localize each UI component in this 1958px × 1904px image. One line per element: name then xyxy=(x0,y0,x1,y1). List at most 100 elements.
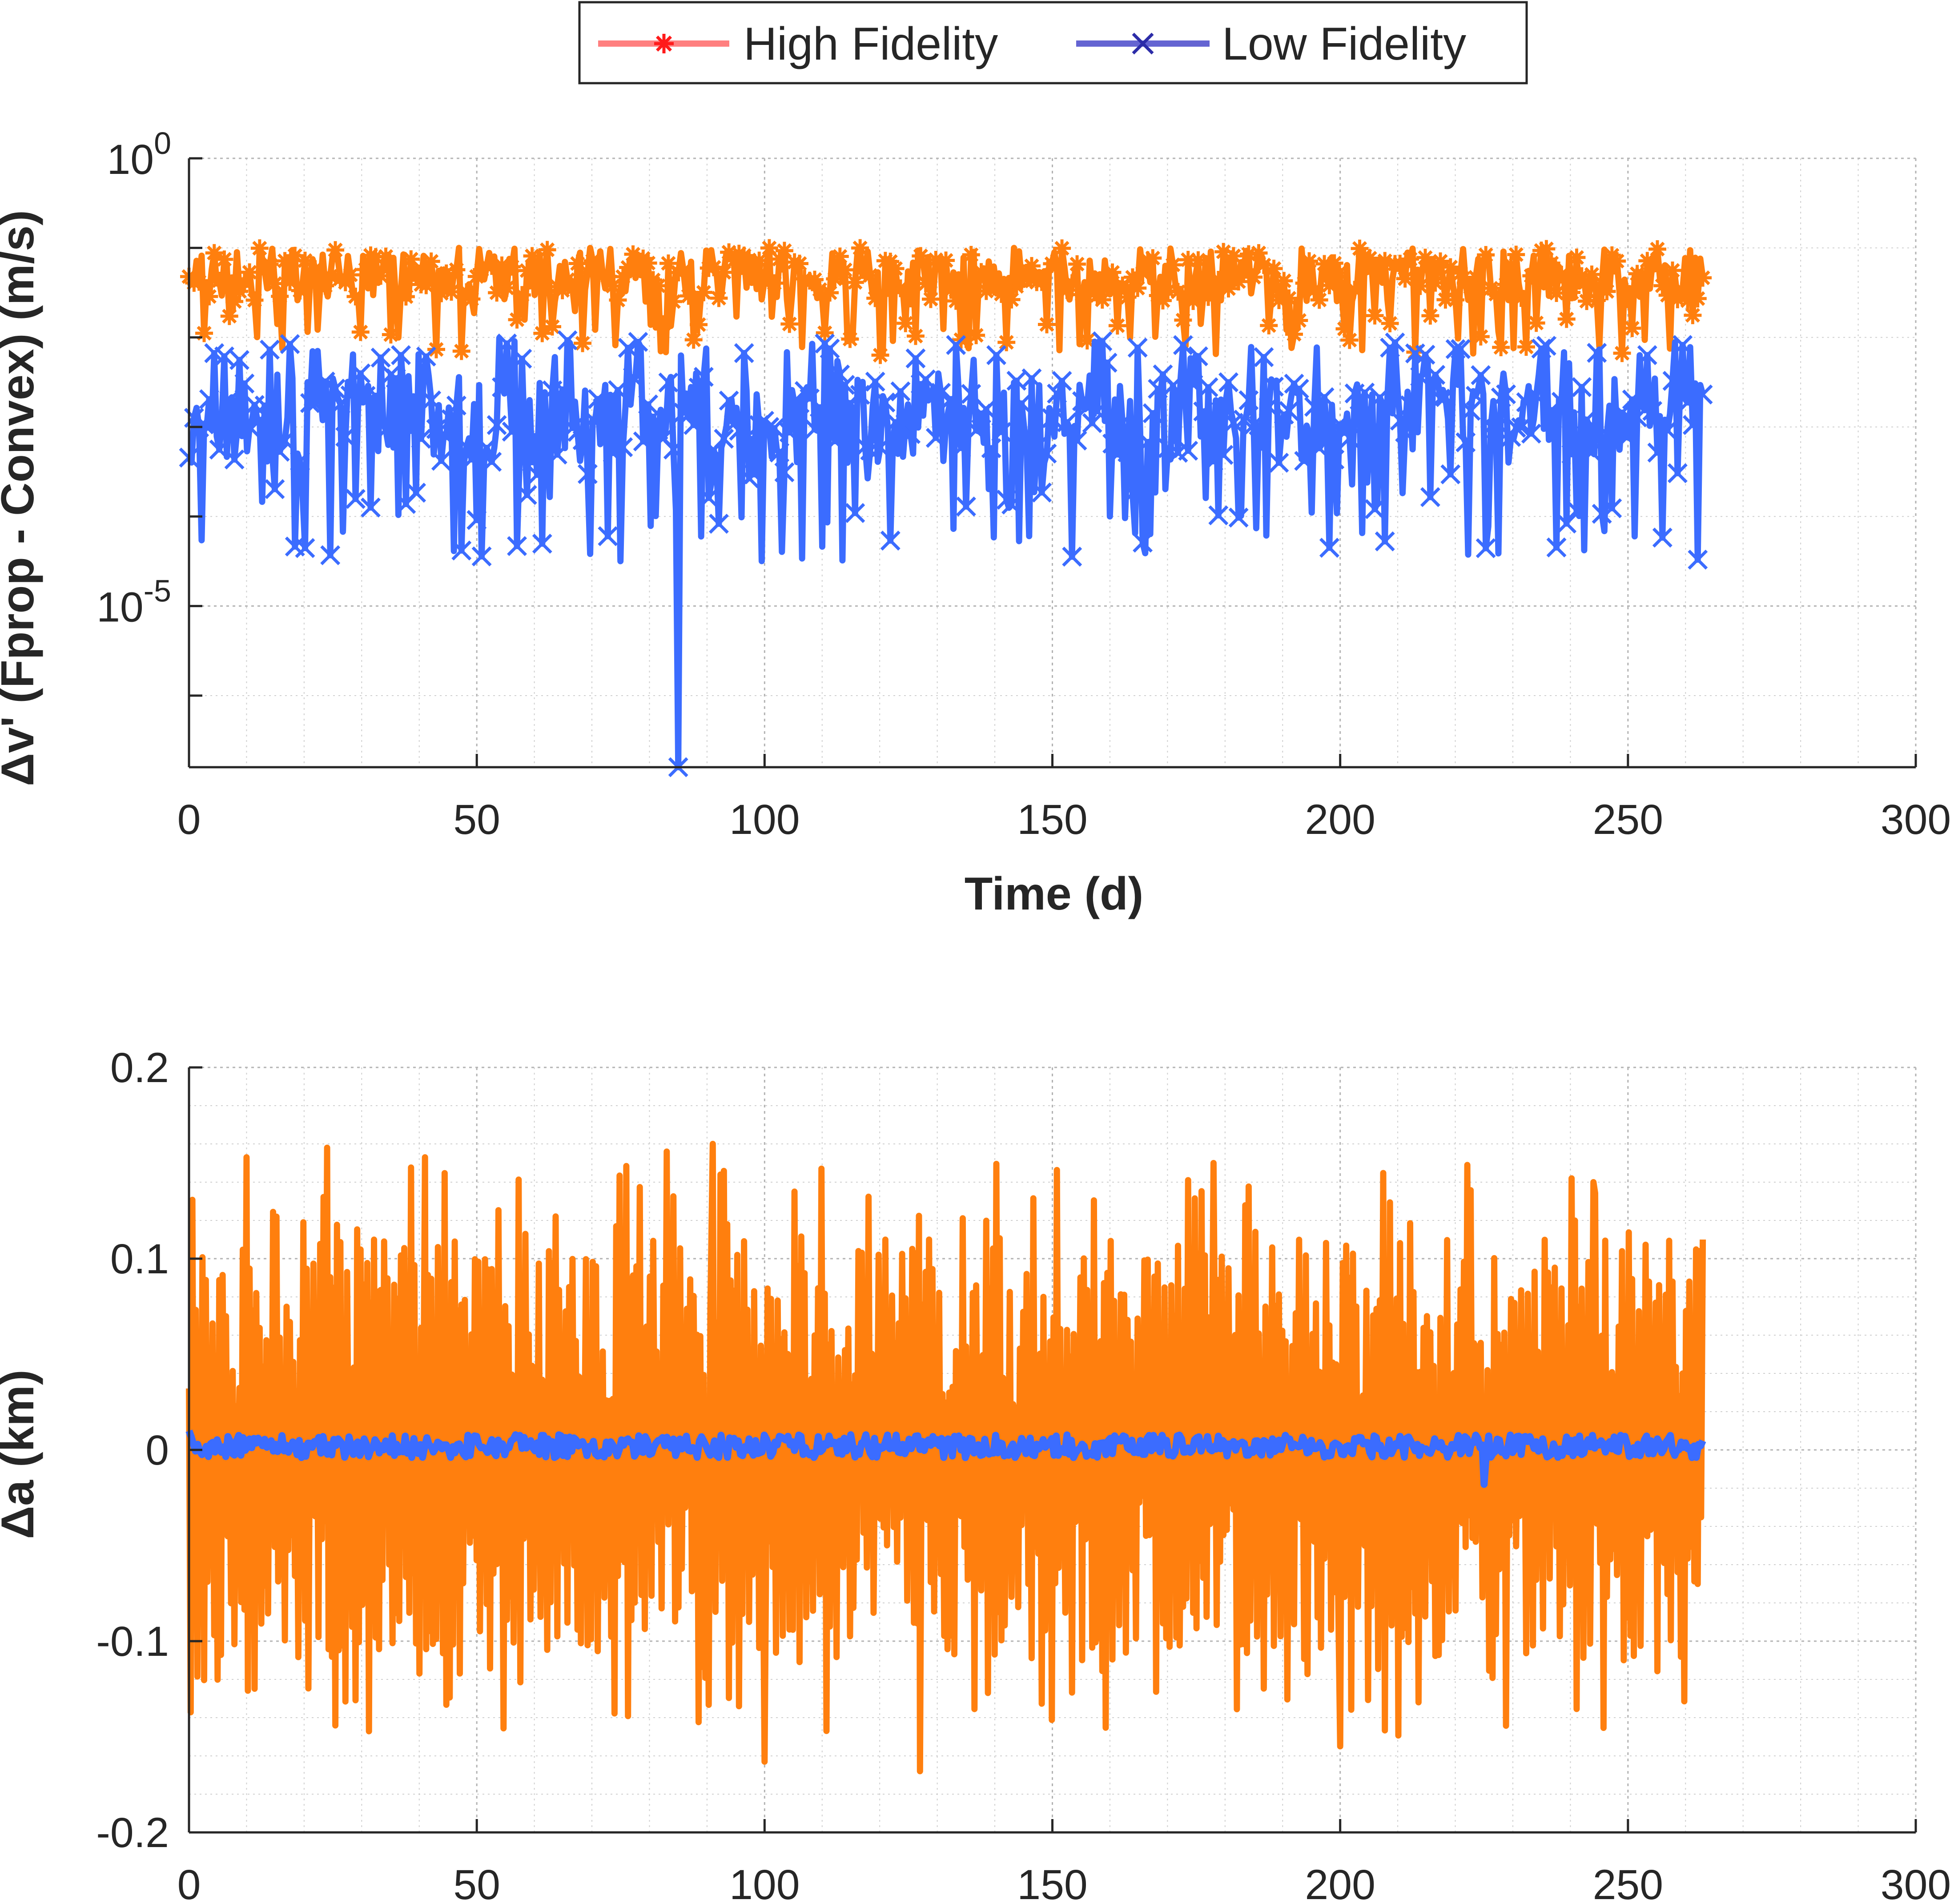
top-low-fidelity-marker xyxy=(1208,505,1229,526)
top-low-fidelity-marker xyxy=(411,429,431,449)
top-low-fidelity-marker xyxy=(370,347,391,368)
top-high-fidelity-marker xyxy=(762,240,777,256)
top-low-fidelity-marker xyxy=(476,438,497,458)
bottom-x-tick-label: 0 xyxy=(177,1861,201,1904)
top-high-fidelity-marker xyxy=(1594,276,1609,291)
top-high-fidelity-marker xyxy=(1549,286,1564,301)
top-high-fidelity-marker xyxy=(201,289,217,304)
top-low-fidelity-marker xyxy=(1647,443,1668,463)
top-low-fidelity-marker xyxy=(1400,395,1420,415)
top-low-fidelity-marker xyxy=(1355,382,1375,403)
top-low-fidelity-marker xyxy=(683,415,704,435)
top-high-fidelity-marker xyxy=(192,274,207,290)
top-high-fidelity-marker xyxy=(1685,308,1701,323)
top-low-fidelity-marker xyxy=(759,417,780,437)
top-low-fidelity-marker xyxy=(1309,438,1330,459)
top-high-fidelity-marker xyxy=(1211,272,1226,287)
top-high-fidelity-marker xyxy=(1302,254,1317,269)
top-low-fidelity-marker xyxy=(693,366,714,387)
legend-box xyxy=(578,1,1528,85)
top-high-fidelity-marker xyxy=(484,258,499,274)
legend-asterisk-stroke xyxy=(655,35,672,52)
top-low-fidelity-marker xyxy=(1642,401,1663,421)
top-low-fidelity-marker xyxy=(209,439,229,460)
top-low-fidelity-marker xyxy=(1471,365,1491,386)
top-high-fidelity-marker xyxy=(600,269,615,284)
top-low-fidelity-marker xyxy=(890,381,911,402)
top-high-fidelity-marker xyxy=(378,249,394,264)
top-low-fidelity-marker xyxy=(1243,415,1264,435)
top-low-fidelity-marker xyxy=(1213,445,1234,465)
top-low-fidelity-marker xyxy=(1486,419,1506,439)
top-low-fidelity-marker xyxy=(441,409,462,430)
top-low-fidelity-marker xyxy=(699,488,719,508)
top-low-fidelity-marker xyxy=(1693,384,1713,405)
top-high-fidelity-marker xyxy=(1236,265,1251,280)
top-low-fidelity-marker xyxy=(1133,532,1153,553)
top-low-fidelity-marker xyxy=(1622,389,1642,410)
top-low-fidelity-marker xyxy=(204,343,225,363)
top-low-fidelity-marker xyxy=(572,430,593,451)
legend-entry-low-fidelity: Low Fidelity xyxy=(1076,18,1466,70)
top-high-fidelity-marker xyxy=(1287,326,1302,342)
top-low-fidelity-marker xyxy=(492,377,512,398)
top-x-tick-labels: 0 50 100 150 200 250 300 xyxy=(177,796,1951,843)
top-low-fidelity-marker xyxy=(1264,376,1284,397)
top-low-fidelity-marker xyxy=(552,379,573,400)
top-low-fidelity-marker xyxy=(1440,464,1461,484)
top-high-fidelity-marker xyxy=(706,260,721,275)
top-high-fidelity-marker xyxy=(1307,283,1322,298)
top-low-fidelity-marker xyxy=(386,368,406,389)
top-low-fidelity-marker xyxy=(254,395,275,416)
top-high-fidelity-marker xyxy=(1584,267,1600,282)
top-low-fidelity-marker xyxy=(265,479,285,499)
top-x-tick-label: 0 xyxy=(177,796,201,843)
top-high-fidelity-marker xyxy=(666,294,681,309)
top-low-fidelity-marker xyxy=(598,526,618,547)
top-y-tick-base: 10 xyxy=(107,136,154,183)
top-high-fidelity-marker xyxy=(429,342,444,357)
top-low-fidelity-marker xyxy=(774,462,795,483)
top-high-fidelity-marker xyxy=(913,248,928,264)
top-high-fidelity-marker xyxy=(782,316,797,332)
top-low-fidelity-marker xyxy=(280,334,300,354)
bottom-series-low-fidelity xyxy=(185,1429,1706,1488)
top-high-fidelity-marker xyxy=(620,260,635,275)
top-high-fidelity-marker xyxy=(1529,315,1544,330)
top-low-fidelity-marker xyxy=(744,464,764,484)
top-low-fidelity-marker xyxy=(1314,387,1335,407)
top-low-fidelity-marker xyxy=(1435,387,1455,407)
top-high-fidelity-marker xyxy=(1453,266,1468,281)
top-high-fidelity-marker xyxy=(212,273,227,288)
top-high-fidelity-marker xyxy=(1261,318,1276,333)
top-high-fidelity-marker xyxy=(1403,251,1418,267)
top-high-fidelity-marker xyxy=(1246,270,1261,285)
top-high-fidelity-marker xyxy=(1266,261,1282,276)
top-high-fidelity-marker xyxy=(1251,246,1266,261)
top-high-fidelity-marker xyxy=(1377,253,1392,269)
top-high-fidelity-marker xyxy=(1473,329,1488,344)
top-high-fidelity-marker xyxy=(1095,292,1110,307)
top-low-fidelity-marker xyxy=(1521,423,1541,444)
top-low-fidelity-marker xyxy=(224,449,245,470)
top-low-fidelity-marker xyxy=(800,388,820,409)
top-high-fidelity-marker xyxy=(817,325,832,340)
legend: High Fidelity Low Fidelity xyxy=(578,1,1528,85)
top-low-fidelity-marker xyxy=(340,385,361,406)
top-high-fidelity-marker xyxy=(918,276,933,291)
top-axes xyxy=(188,157,1917,769)
top-low-fidelity-marker xyxy=(991,422,1012,442)
top-high-fidelity-marker xyxy=(1599,284,1615,299)
top-series-low-fidelity xyxy=(179,330,1713,777)
top-high-fidelity-marker xyxy=(1034,274,1049,290)
top-high-fidelity-marker xyxy=(893,281,908,296)
top-high-fidelity-marker xyxy=(1105,265,1120,280)
top-low-fidelity-marker xyxy=(1652,527,1673,548)
top-high-fidelity-marker xyxy=(509,312,525,327)
top-high-fidelity-marker xyxy=(262,257,277,272)
top-low-fidelity-marker xyxy=(239,417,260,437)
top-low-fidelity-marker xyxy=(1602,498,1622,519)
top-low-fidelity-marker xyxy=(1425,365,1446,385)
top-high-fidelity-marker xyxy=(358,262,373,277)
bottom-x-tick-label: 100 xyxy=(729,1861,800,1904)
